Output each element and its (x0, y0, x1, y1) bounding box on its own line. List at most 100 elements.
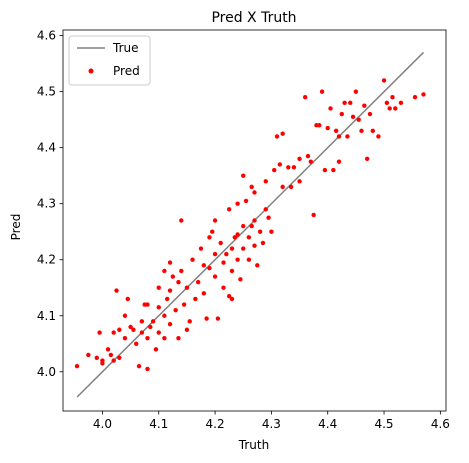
pred-point-52 (198, 246, 204, 251)
x-tick-label: 4.5 (374, 417, 393, 431)
pred-point-11 (117, 327, 122, 332)
pred-point-62 (215, 316, 221, 321)
pred-point-79 (241, 246, 246, 251)
pred-point-101 (288, 184, 294, 190)
pred-point-133 (384, 100, 390, 106)
pred-point-43 (179, 218, 184, 223)
pred-point-10 (114, 288, 119, 293)
pred-point-15 (125, 296, 130, 302)
pred-point-38 (167, 321, 173, 327)
pred-point-128 (364, 156, 370, 162)
pred-point-23 (145, 302, 150, 307)
pred-point-40 (173, 307, 178, 313)
pred-point-89 (257, 229, 263, 234)
pred-point-90 (260, 240, 266, 246)
pred-point-5 (100, 361, 105, 366)
pred-point-36 (167, 260, 173, 265)
legend-label-true: True (112, 41, 139, 55)
pred-point-12 (117, 355, 122, 360)
pred-point-107 (308, 159, 314, 164)
pred-point-77 (241, 173, 246, 178)
pred-point-122 (348, 100, 353, 106)
pred-point-44 (179, 268, 184, 274)
pred-point-114 (328, 106, 333, 111)
pred-point-32 (162, 268, 167, 274)
y-tick-label: 4.5 (37, 85, 56, 99)
pred-point-138 (412, 95, 418, 100)
x-tick-label: 4.2 (206, 417, 225, 431)
pred-point-30 (156, 285, 161, 290)
y-tick-label: 4.4 (37, 141, 56, 155)
pred-point-53 (201, 263, 207, 268)
pred-point-46 (184, 327, 190, 332)
pred-point-80 (243, 198, 249, 204)
pred-point-61 (212, 274, 218, 279)
y-tick-label: 4.2 (37, 253, 56, 267)
pred-point-121 (345, 134, 350, 139)
pred-point-47 (184, 285, 190, 290)
x-axis-title: Truth (238, 438, 269, 452)
pred-point-119 (339, 111, 345, 117)
pred-point-108 (311, 212, 316, 218)
pred-point-105 (302, 95, 308, 100)
x-tick-label: 4.3 (262, 417, 281, 431)
pred-point-86 (252, 218, 257, 223)
legend-pred-swatch (88, 68, 94, 74)
pred-point-111 (319, 89, 325, 94)
pred-point-33 (162, 335, 167, 341)
pred-point-120 (342, 100, 347, 106)
pred-point-99 (280, 184, 285, 190)
pred-point-100 (286, 165, 291, 170)
pred-point-93 (266, 215, 271, 220)
pred-point-64 (221, 260, 226, 265)
pred-point-39 (170, 274, 176, 279)
pred-point-78 (241, 223, 246, 229)
pred-point-117 (336, 159, 342, 164)
pred-point-2 (94, 355, 99, 360)
legend-label-pred: Pred (113, 64, 140, 78)
pred-point-45 (181, 302, 187, 307)
pred-point-63 (218, 240, 223, 246)
pred-point-9 (111, 330, 116, 335)
pred-point-71 (229, 268, 235, 274)
y-tick-label: 4.6 (37, 29, 56, 43)
pred-point-25 (145, 366, 150, 372)
pred-point-134 (387, 106, 392, 111)
pred-point-24 (145, 335, 150, 341)
pred-point-42 (176, 279, 181, 285)
y-axis-title: Pred (9, 214, 23, 241)
pred-point-96 (274, 134, 280, 139)
pred-point-73 (235, 201, 240, 206)
plot-area: 4.0 4.1 4.2 4.3 4.4 4.5 4.6 4.0 4.1 4.2 4.3 4.4 4.5 4… (37, 29, 450, 431)
pred-point-123 (350, 114, 356, 120)
pred-point-41 (176, 335, 181, 341)
pred-point-18 (134, 341, 139, 346)
axes-frame (62, 29, 447, 412)
pred-point-31 (156, 330, 161, 335)
pred-point-26 (148, 324, 153, 330)
pred-point-35 (164, 296, 170, 302)
x-tick-label: 4.4 (318, 417, 337, 431)
pred-point-50 (193, 296, 198, 302)
pred-point-51 (195, 279, 201, 285)
legend: True Pred (68, 35, 151, 86)
pred-point-112 (322, 167, 328, 173)
pred-point-75 (235, 257, 240, 262)
pred-point-8 (111, 358, 116, 363)
y-tick-label: 4.1 (37, 309, 56, 323)
pred-point-65 (221, 285, 226, 290)
pred-point-13 (122, 335, 128, 341)
pred-point-87 (252, 243, 257, 248)
pred-point-17 (131, 327, 136, 332)
pred-point-28 (153, 347, 159, 352)
pred-point-98 (280, 131, 285, 136)
pred-point-56 (207, 235, 212, 240)
pred-point-104 (297, 156, 302, 162)
pred-point-92 (263, 207, 268, 212)
pred-point-103 (297, 179, 302, 184)
pred-point-91 (263, 179, 268, 184)
pred-point-58 (210, 229, 215, 234)
pred-point-48 (187, 319, 192, 324)
pred-point-139 (421, 92, 426, 97)
pred-point-54 (201, 291, 207, 296)
